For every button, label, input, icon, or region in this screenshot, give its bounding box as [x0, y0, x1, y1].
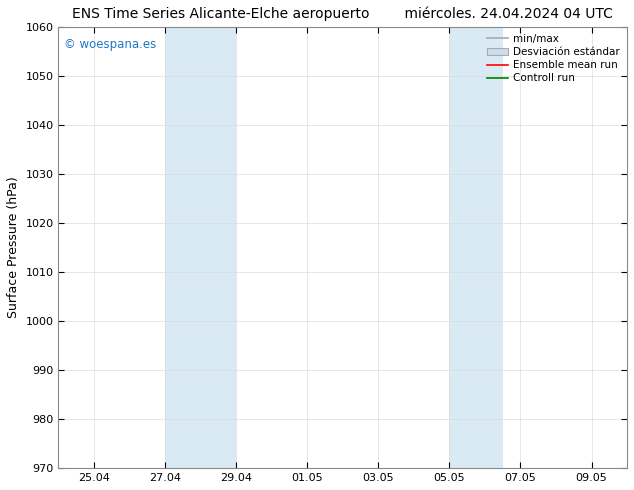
Bar: [450, 27, 503, 468]
Bar: [165, 27, 236, 468]
Text: © woespana.es: © woespana.es: [64, 38, 157, 51]
Y-axis label: Surface Pressure (hPa): Surface Pressure (hPa): [7, 176, 20, 318]
Title: ENS Time Series Alicante-Elche aeropuerto        miércoles. 24.04.2024 04 UTC: ENS Time Series Alicante-Elche aeropuert…: [72, 7, 613, 22]
Legend: min/max, Desviación estándar, Ensemble mean run, Controll run: min/max, Desviación estándar, Ensemble m…: [483, 30, 624, 88]
